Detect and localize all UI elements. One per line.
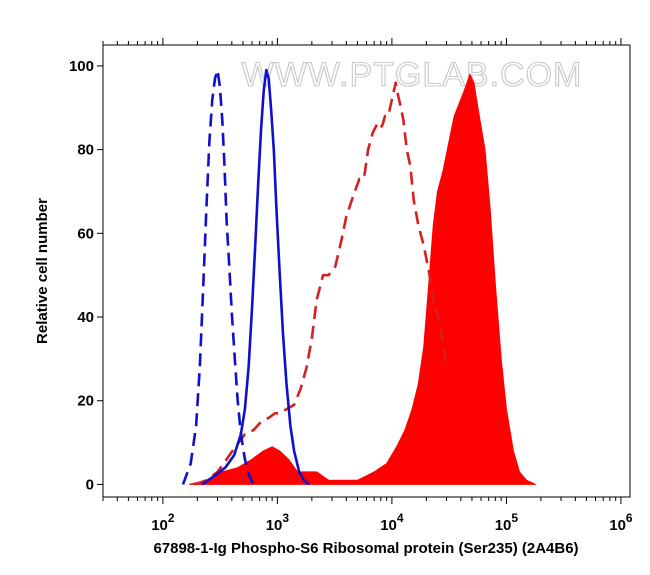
y-tick-label: 60 [77, 225, 94, 242]
series-solid-blue-histogram [201, 68, 311, 486]
x-tick-label: 106 [609, 511, 633, 534]
watermark-text: WWW.PTGLAB.COM [242, 56, 583, 94]
y-tick-label: 80 [77, 142, 94, 159]
x-tick-label: 104 [380, 511, 404, 534]
series-layer [181, 68, 536, 486]
y-axis-title: Relative cell number [34, 198, 51, 344]
y-tick-label: 100 [69, 58, 94, 75]
x-tick-label: 103 [266, 511, 290, 534]
ticks-layer: 0 20 40 60 80 100 102 103 104 105 106 [69, 38, 633, 534]
series-dashed-blue-histogram [181, 68, 255, 485]
x-tick-label: 105 [495, 511, 519, 534]
y-tick-label: 20 [77, 393, 94, 410]
x-tick-label: 102 [151, 511, 175, 534]
series-dashed-red-histogram [194, 81, 448, 486]
x-axis-title: 67898-1-Ig Phospho-S6 Ribosomal protein … [153, 540, 578, 557]
y-tick-label: 40 [77, 309, 94, 326]
plot-frame [102, 44, 631, 498]
series-filled-red-histogram [189, 72, 536, 485]
y-tick-label: 0 [86, 476, 94, 493]
